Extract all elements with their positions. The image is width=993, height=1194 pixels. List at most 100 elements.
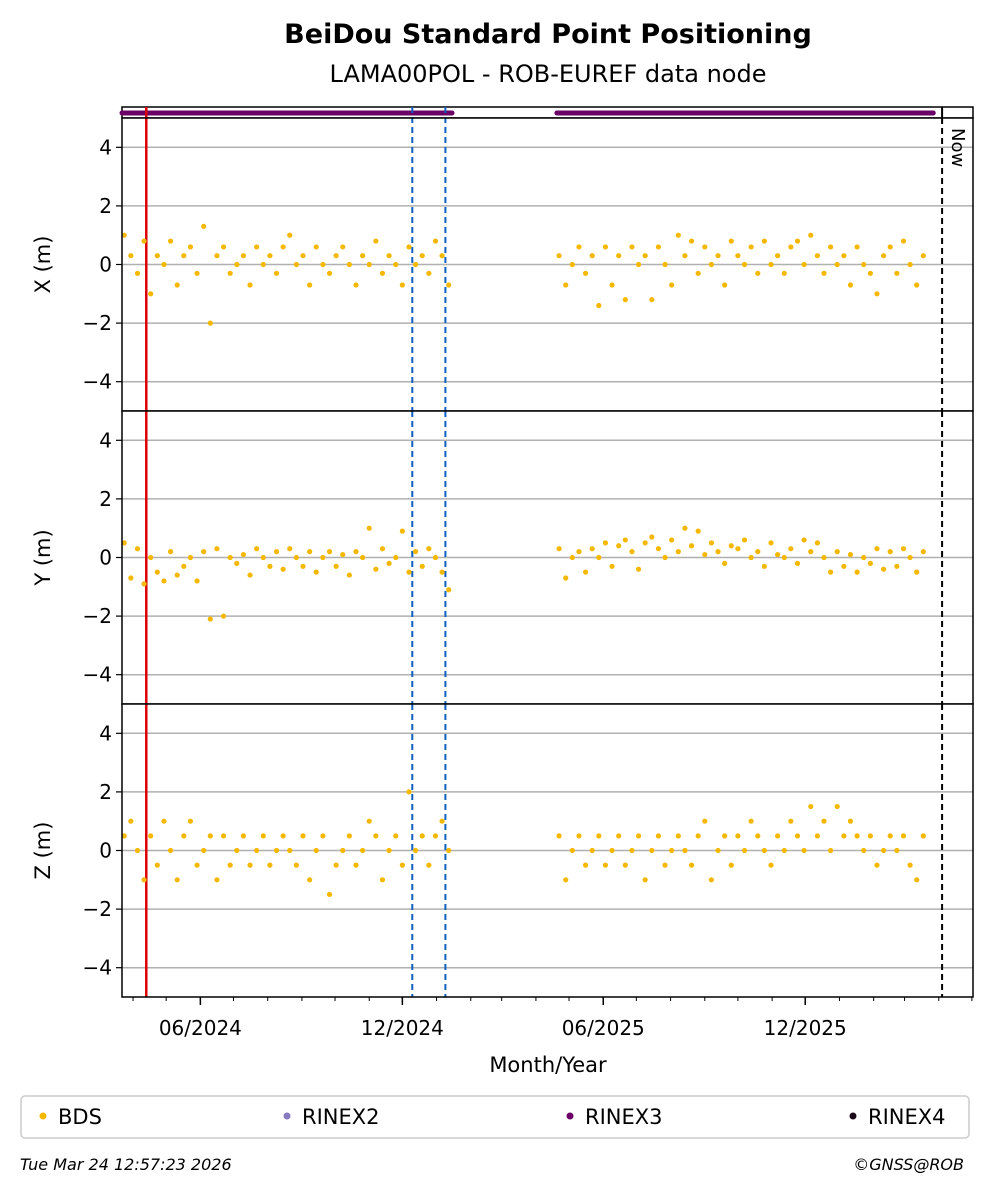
bds-data-point xyxy=(801,847,807,854)
legend-marker-rinex2 xyxy=(283,1112,291,1120)
bds-data-point xyxy=(393,833,399,839)
bds-data-point xyxy=(741,537,748,543)
bds-data-point xyxy=(834,549,840,555)
bds-data-point xyxy=(715,549,721,555)
bds-data-point xyxy=(649,297,655,303)
bds-data-point xyxy=(655,244,662,250)
bds-data-point xyxy=(900,238,907,244)
bds-data-point xyxy=(688,238,695,244)
bds-data-point xyxy=(662,862,668,868)
bds-data-point xyxy=(735,546,741,552)
bds-data-point xyxy=(128,575,134,581)
y-tick-label: 0 xyxy=(99,839,112,863)
bds-data-point xyxy=(161,818,167,824)
bds-data-point xyxy=(649,534,655,540)
bds-data-point xyxy=(313,569,319,575)
bds-data-point xyxy=(556,546,562,552)
bds-data-point xyxy=(741,261,748,268)
bds-data-point xyxy=(801,537,807,543)
legend-label-rinex4: RINEX4 xyxy=(868,1105,946,1129)
bds-data-point xyxy=(399,862,405,868)
y-tick-label: −2 xyxy=(83,311,112,335)
y-tick-label: 4 xyxy=(99,135,112,159)
y-axis-label: X (m) xyxy=(31,236,55,294)
bds-data-point xyxy=(181,563,187,569)
bds-data-point xyxy=(134,270,141,276)
bds-data-point xyxy=(894,563,900,569)
bds-data-point xyxy=(360,253,366,259)
bds-data-point xyxy=(635,566,642,572)
bds-data-point xyxy=(755,833,761,839)
bds-data-point xyxy=(861,847,867,854)
bds-data-point xyxy=(406,789,412,795)
bds-data-point xyxy=(260,261,266,268)
bds-data-point xyxy=(582,569,589,575)
bds-data-point xyxy=(675,833,681,839)
bds-data-point xyxy=(622,862,628,868)
bds-data-point xyxy=(616,833,622,839)
bds-data-point xyxy=(267,253,273,259)
bds-data-point xyxy=(254,244,260,250)
bds-data-point xyxy=(254,847,260,854)
bds-data-point xyxy=(439,569,445,575)
bds-data-point xyxy=(794,238,801,244)
bds-data-point xyxy=(761,238,767,244)
bds-data-point xyxy=(446,282,452,288)
bds-data-point xyxy=(320,554,326,561)
bds-data-point xyxy=(828,847,834,854)
bds-data-point xyxy=(907,862,913,868)
bds-data-point xyxy=(353,282,359,288)
bds-data-point xyxy=(121,232,127,238)
bds-data-point xyxy=(247,572,253,578)
bds-data-point xyxy=(781,554,787,561)
bds-data-point xyxy=(808,803,814,810)
bds-data-point xyxy=(287,546,293,552)
bds-data-point xyxy=(920,253,926,259)
x-tick-label: 12/2025 xyxy=(764,1016,847,1040)
bds-data-point xyxy=(669,537,675,543)
bds-data-point xyxy=(439,818,445,824)
y-tick-label: 0 xyxy=(99,546,112,570)
bds-data-point xyxy=(708,540,715,546)
bds-data-point xyxy=(353,549,359,555)
bds-data-point xyxy=(854,833,860,839)
bds-data-point xyxy=(419,253,425,259)
bds-data-point xyxy=(635,833,642,839)
bds-data-point xyxy=(768,261,774,268)
bds-data-point xyxy=(728,238,734,244)
bds-data-point xyxy=(695,833,701,839)
bds-data-point xyxy=(128,253,134,259)
bds-data-point xyxy=(399,282,405,288)
bds-data-point xyxy=(201,549,207,555)
bds-data-point xyxy=(340,847,346,854)
bds-data-point xyxy=(662,261,668,268)
bds-data-point xyxy=(194,578,200,584)
bds-data-point xyxy=(207,616,213,622)
bds-data-point xyxy=(828,569,834,575)
bds-data-point xyxy=(300,563,306,569)
bds-data-point xyxy=(741,847,748,854)
bds-data-point xyxy=(867,833,873,839)
bds-data-point xyxy=(814,833,820,839)
bds-data-point xyxy=(446,587,452,593)
bds-data-point xyxy=(775,253,781,259)
bds-data-point xyxy=(867,560,873,566)
bds-data-point xyxy=(914,877,920,883)
bds-data-point xyxy=(386,253,392,259)
bds-data-point xyxy=(161,578,167,584)
bds-data-point xyxy=(761,563,767,569)
bds-data-point xyxy=(808,232,814,238)
bds-data-point xyxy=(755,549,761,555)
bds-data-point xyxy=(854,244,860,250)
bds-data-point xyxy=(722,282,728,288)
bds-data-point xyxy=(167,238,174,244)
bds-data-point xyxy=(682,847,688,854)
bds-data-point xyxy=(669,847,675,854)
bds-data-point xyxy=(602,862,609,868)
bds-data-point xyxy=(432,833,439,839)
bds-data-point xyxy=(722,560,728,566)
now-label: Now xyxy=(947,128,968,167)
bds-data-point xyxy=(121,540,127,546)
bds-data-point xyxy=(240,833,247,839)
bds-data-point xyxy=(293,261,299,268)
